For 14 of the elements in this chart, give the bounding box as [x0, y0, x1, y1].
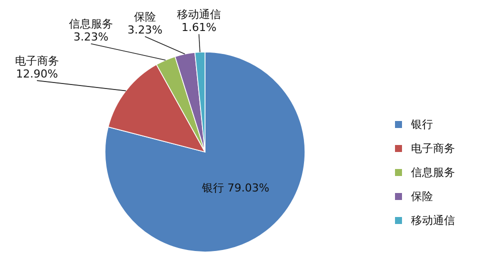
- slice-label: 信息服务: [68, 18, 113, 31]
- data-label: 12.90%: [16, 68, 58, 81]
- slice-label: 移动通信: [176, 8, 221, 22]
- data-label: 3.23%: [73, 30, 108, 44]
- legend-label: 信息服务: [411, 166, 455, 179]
- legend-label: 移动通信: [411, 214, 455, 227]
- category-label: 银行 79.03%: [202, 182, 270, 195]
- legend-label: 银行: [410, 118, 433, 131]
- legend-label: 保险: [411, 190, 433, 203]
- slice-label: 保险: [134, 10, 156, 24]
- legend-label: 电子商务: [411, 142, 455, 155]
- data-label: 1.61%: [181, 21, 216, 34]
- slice-label: 电子商务: [14, 54, 59, 68]
- data-label: 3.23%: [127, 23, 162, 36]
